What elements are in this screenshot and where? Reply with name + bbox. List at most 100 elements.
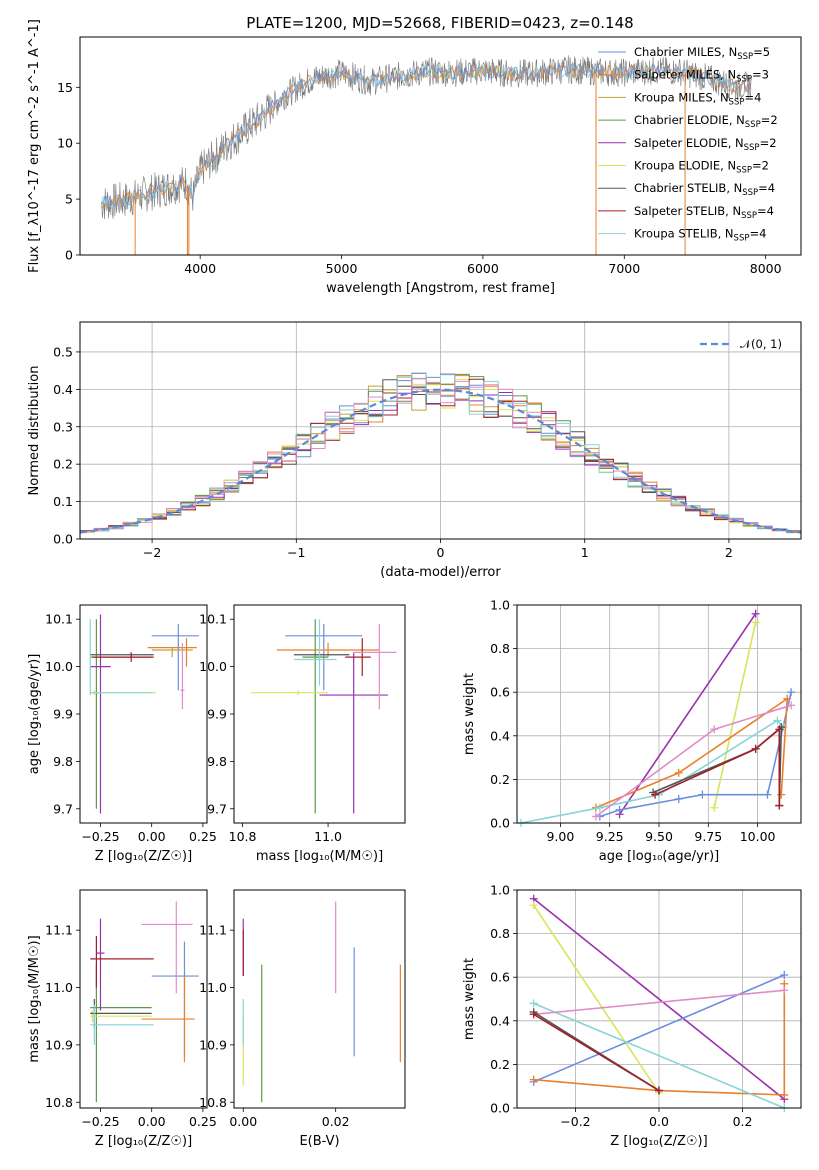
weight-marker (763, 790, 772, 799)
y-tick-label: 10 (57, 136, 73, 151)
x-tick-label: −1 (287, 545, 305, 560)
y-axis-label: mass [log₁₀(M/M☉)] (27, 935, 42, 1062)
weight-series-line (533, 983, 786, 1096)
y-tick-label: 0.8 (490, 926, 510, 941)
x-tick-label: 11.0 (314, 829, 342, 844)
y-axis-label: Flux [f_λ10^-17 erg cm^-2 s^-1 A^-1] (27, 19, 42, 273)
x-tick-label: −0.25 (81, 829, 119, 844)
weight-series-line (599, 692, 792, 818)
x-axis-label: mass [log₁₀(M/M☉)] (256, 849, 383, 864)
y-tick-label: 9.9 (53, 707, 73, 722)
weight-marker (773, 716, 782, 725)
y-tick-label: 0.4 (53, 382, 73, 397)
weight-series-line (595, 704, 792, 818)
weight-marker (751, 744, 760, 753)
x-axis-label: E(B-V) (299, 1134, 339, 1149)
weight-marker (787, 688, 796, 697)
weight-marker (710, 725, 719, 734)
y-tick-label: 10.1 (199, 612, 227, 627)
figure-title: PLATE=1200, MJD=52668, FIBERID=0423, z=0… (246, 14, 633, 32)
y-tick-label: 9.8 (207, 754, 227, 769)
panel-weight_vs_age: 9.00 9.25 9.50 9.75 10.00 0.0 0.2 0.4 0.6 0.8 1.0 a… (462, 598, 802, 864)
y-tick-label: 5 (65, 192, 73, 207)
weight-marker (780, 1090, 789, 1099)
y-tick-label: 11.0 (45, 980, 73, 995)
y-tick-label: 9.8 (53, 754, 73, 769)
y-axis-label: mass weight (462, 958, 477, 1040)
legend-label: Chabrier STELIB, NSSP=4 (634, 181, 775, 198)
y-tick-label: 10.8 (199, 1095, 227, 1110)
weight-marker (529, 1075, 538, 1084)
y-tick-label: 0.2 (53, 457, 73, 472)
weight-series-line (533, 974, 785, 1083)
legend-label: Salpeter ELODIE, NSSP=2 (634, 136, 777, 153)
y-tick-label: 9.9 (207, 707, 227, 722)
y-tick-label: 9.7 (53, 801, 73, 816)
weight-marker (780, 971, 789, 980)
x-tick-label: 5000 (326, 261, 358, 276)
y-tick-label: 0.5 (53, 344, 73, 359)
x-tick-label: 9.75 (694, 829, 722, 844)
panel-age_vs_Z: −0.25 0.00 0.25 9.7 9.8 9.9 10.0 10.1 Z [log₁₀(Z… (27, 604, 217, 864)
y-tick-label: 0.0 (490, 816, 510, 831)
legend-label: Kroupa STELIB, NSSP=4 (634, 227, 766, 244)
legend-label: Chabrier ELODIE, NSSP=2 (634, 113, 778, 130)
legend-label: Kroupa ELODIE, NSSP=2 (634, 159, 769, 176)
axes-frame (79, 604, 208, 824)
y-tick-label: 0.3 (53, 419, 73, 434)
x-axis-label: age [log₁₀(age/yr)] (599, 849, 720, 864)
weight-marker (591, 812, 600, 821)
x-axis-label: Z [log₁₀(Z/Z☉)] (95, 849, 192, 864)
y-axis-label: mass weight (462, 673, 477, 755)
y-tick-label: 9.7 (207, 801, 227, 816)
y-tick-label: 0.0 (490, 1101, 510, 1116)
panel-weight_vs_Z: −0.2 0.0 0.2 0.0 0.2 0.4 0.6 0.8 1.0 Z [log₁₀(Z/Z… (462, 883, 802, 1149)
x-axis-label: wavelength [Angstrom, rest frame] (326, 281, 555, 296)
y-tick-label: 10.9 (199, 1037, 227, 1052)
panel-mass_vs_ebv: 0.00 0.02 10.8 10.9 11.0 11.1 E(B-V) (199, 889, 406, 1149)
y-tick-label: 11.1 (45, 923, 73, 938)
panel-mass_vs_Z: −0.25 0.00 0.25 10.8 10.9 11.0 11.1 Z [log₁₀(Z/… (27, 889, 217, 1149)
y-tick-label: 0.2 (490, 772, 510, 787)
x-tick-label: 6000 (467, 261, 499, 276)
weight-marker (780, 986, 789, 995)
x-tick-label: 4000 (184, 261, 216, 276)
weight-series-line (713, 622, 757, 808)
x-tick-label: 9.00 (546, 829, 574, 844)
axes-frame (79, 36, 802, 256)
y-tick-label: 0 (65, 248, 73, 263)
x-tick-label: 9.25 (596, 829, 624, 844)
weight-marker (655, 1086, 663, 1095)
weight-marker (775, 801, 784, 810)
y-axis-label: Normed distribution (27, 366, 42, 496)
x-tick-label: 2 (725, 545, 733, 560)
x-tick-label: 0.00 (138, 829, 166, 844)
weight-marker (751, 609, 760, 618)
weight-marker (698, 790, 707, 799)
x-tick-label: −0.25 (81, 1114, 119, 1129)
panel-age_vs_mass: 10.8 11.0 9.7 9.8 9.9 10.0 10.1 mass [log₁₀(M/M… (199, 604, 406, 864)
panel-spectrum: 4000 5000 6000 7000 8000 0 5 10 15 wavelength [An… (27, 19, 802, 296)
x-axis-label: (data-model)/error (380, 565, 501, 580)
x-tick-label: 8000 (750, 261, 782, 276)
panel-residuals: −2 −1 0 1 2 0.0 0.1 0.2 0.3 0.4 0.5 (data-model)/er… (27, 321, 802, 580)
y-tick-label: 0.8 (490, 641, 510, 656)
weight-series-line (595, 697, 789, 809)
legend-label: Chabrier MILES, NSSP=5 (634, 45, 770, 62)
weight-marker (777, 790, 786, 799)
x-tick-label: 0.2 (733, 1114, 753, 1129)
y-tick-label: 0.1 (53, 494, 73, 509)
histogram-series (80, 377, 801, 533)
y-tick-label: 10.1 (45, 612, 73, 627)
weight-series-line (654, 727, 781, 806)
weight-marker (775, 725, 784, 734)
x-tick-label: 1 (581, 545, 589, 560)
x-tick-label: 0.00 (138, 1114, 166, 1129)
normal-curve (79, 388, 802, 534)
axes-frame (516, 604, 802, 824)
weight-marker (674, 795, 683, 804)
x-tick-label: 0.25 (189, 829, 217, 844)
weight-series-line (533, 989, 785, 1016)
weight-marker (529, 901, 538, 910)
